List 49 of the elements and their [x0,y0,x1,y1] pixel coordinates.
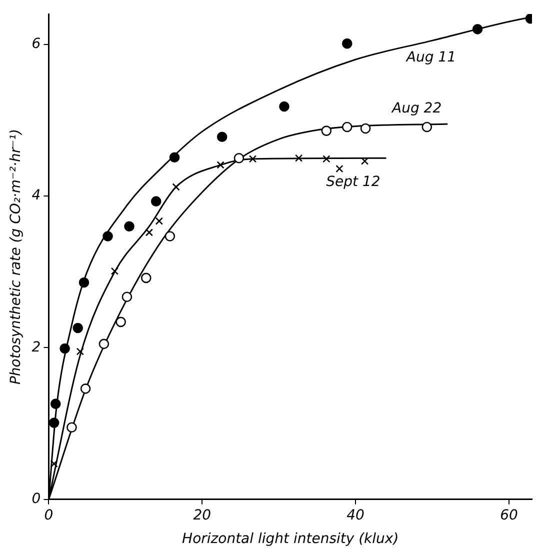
point [110,267,119,275]
point [50,398,61,409]
point [422,122,432,132]
point [116,316,126,328]
point [336,164,344,173]
point [322,155,330,163]
point [150,196,162,206]
point [48,418,60,428]
point [124,221,134,232]
series-label: Aug 11 [405,50,456,66]
x-tick-label: 60 [500,507,518,524]
point [164,231,176,242]
point [279,101,290,112]
x-tick-label: 0 [44,507,54,524]
x-tick-label: 40 [346,507,365,524]
point [155,217,164,225]
point [360,123,371,134]
point [60,343,70,354]
point [102,231,113,242]
y-axis-title: Photosynthetic rate (g CO₂·m⁻²·hr⁻¹) [8,128,24,385]
point [80,384,91,394]
point [216,132,228,142]
point [72,322,84,334]
point [140,272,152,284]
point [172,183,180,191]
point [169,152,180,162]
point [145,228,154,236]
point [342,38,352,49]
point [321,126,332,136]
series-label: Sept 12 [326,174,380,190]
y-tick-label: 2 [32,339,41,356]
y-tick-label: 0 [32,491,41,508]
point [472,24,483,34]
point [122,292,132,302]
point [66,422,77,432]
point [294,154,303,162]
x-tick-label: 20 [193,507,212,524]
y-tick-label: 6 [32,36,41,52]
point [216,161,224,169]
point [342,122,352,132]
point [248,155,257,163]
point [98,338,110,350]
point [76,348,84,356]
x-axis-title: Horizontal light intensity (klux) [182,531,399,548]
series-label: Aug 22 [391,100,442,117]
point [78,277,90,288]
y-tick-label: 4 [32,188,41,204]
point [234,152,244,164]
point [50,460,58,468]
